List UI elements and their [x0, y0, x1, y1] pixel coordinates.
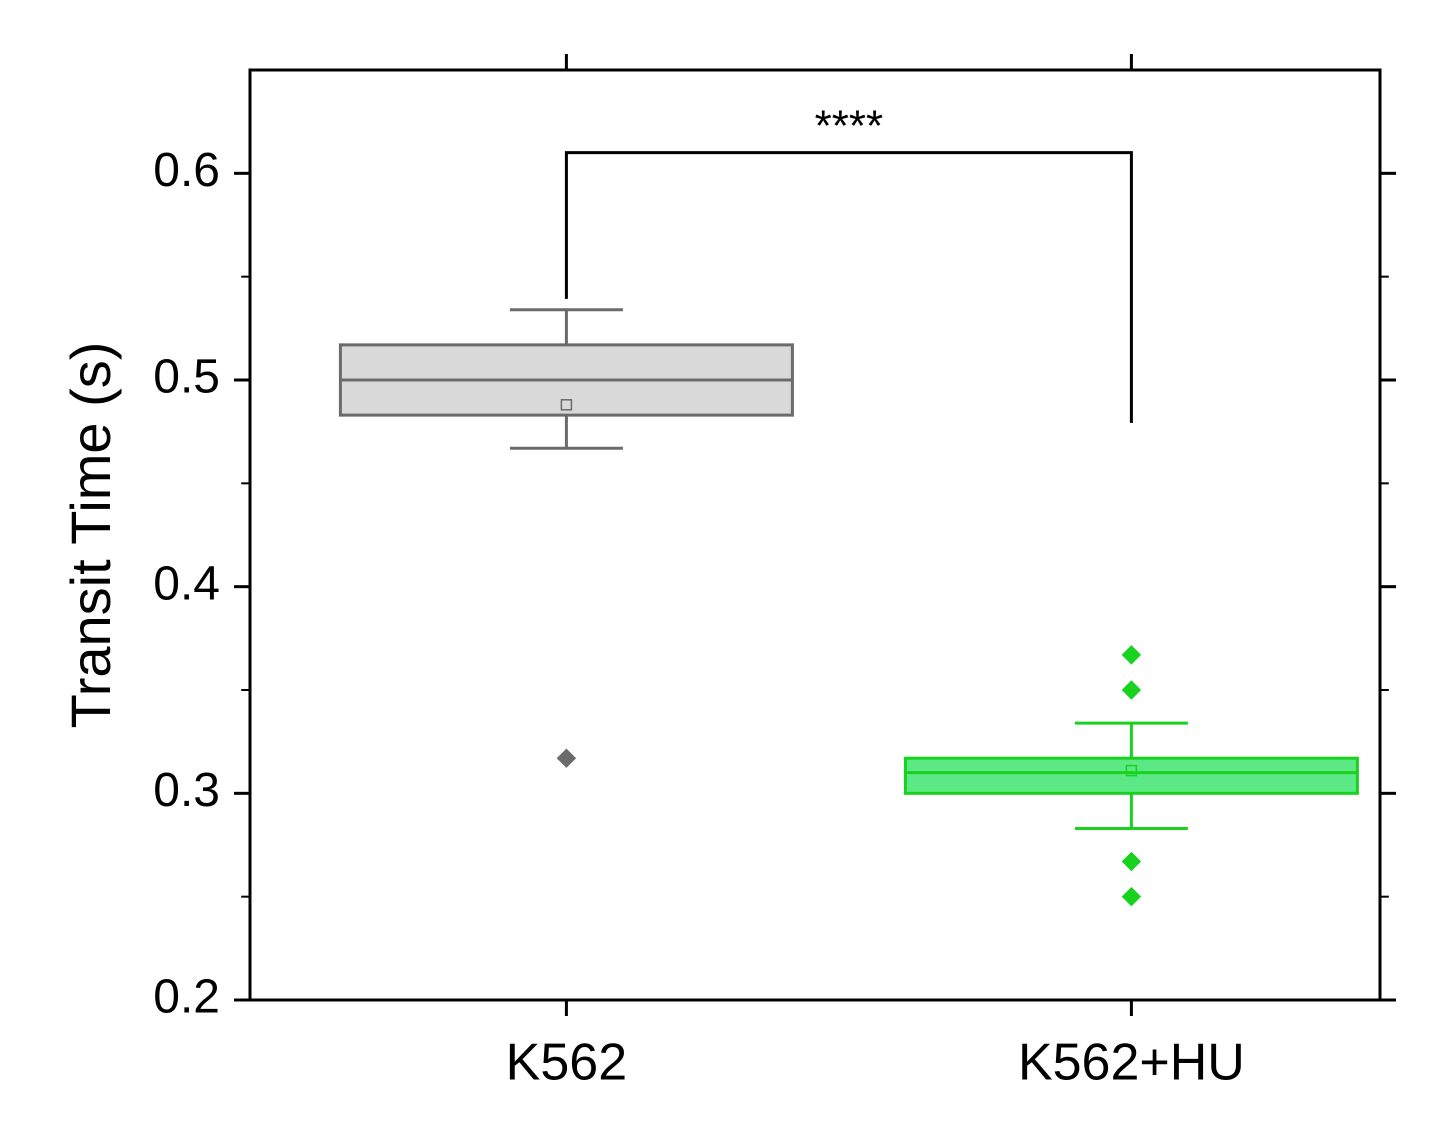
- ytick-label: 0.3: [153, 764, 220, 817]
- boxplot-chart: 0.2 0.3 0.4 0.5 0.6 Transit Time (s) K562 K562+…: [0, 0, 1446, 1141]
- significance-label: ****: [815, 102, 884, 151]
- x-category-label: K562: [506, 1034, 627, 1092]
- y-axis-label: Transit Time (s): [59, 342, 122, 729]
- x-category-label: K562+HU: [1018, 1034, 1245, 1092]
- ytick-label: 0.4: [153, 557, 220, 610]
- ytick-label: 0.2: [153, 971, 220, 1024]
- chart-svg: 0.2 0.3 0.4 0.5 0.6 Transit Time (s) K562 K562+…: [0, 0, 1446, 1141]
- ytick-label: 0.6: [153, 144, 220, 197]
- ytick-label: 0.5: [153, 351, 220, 404]
